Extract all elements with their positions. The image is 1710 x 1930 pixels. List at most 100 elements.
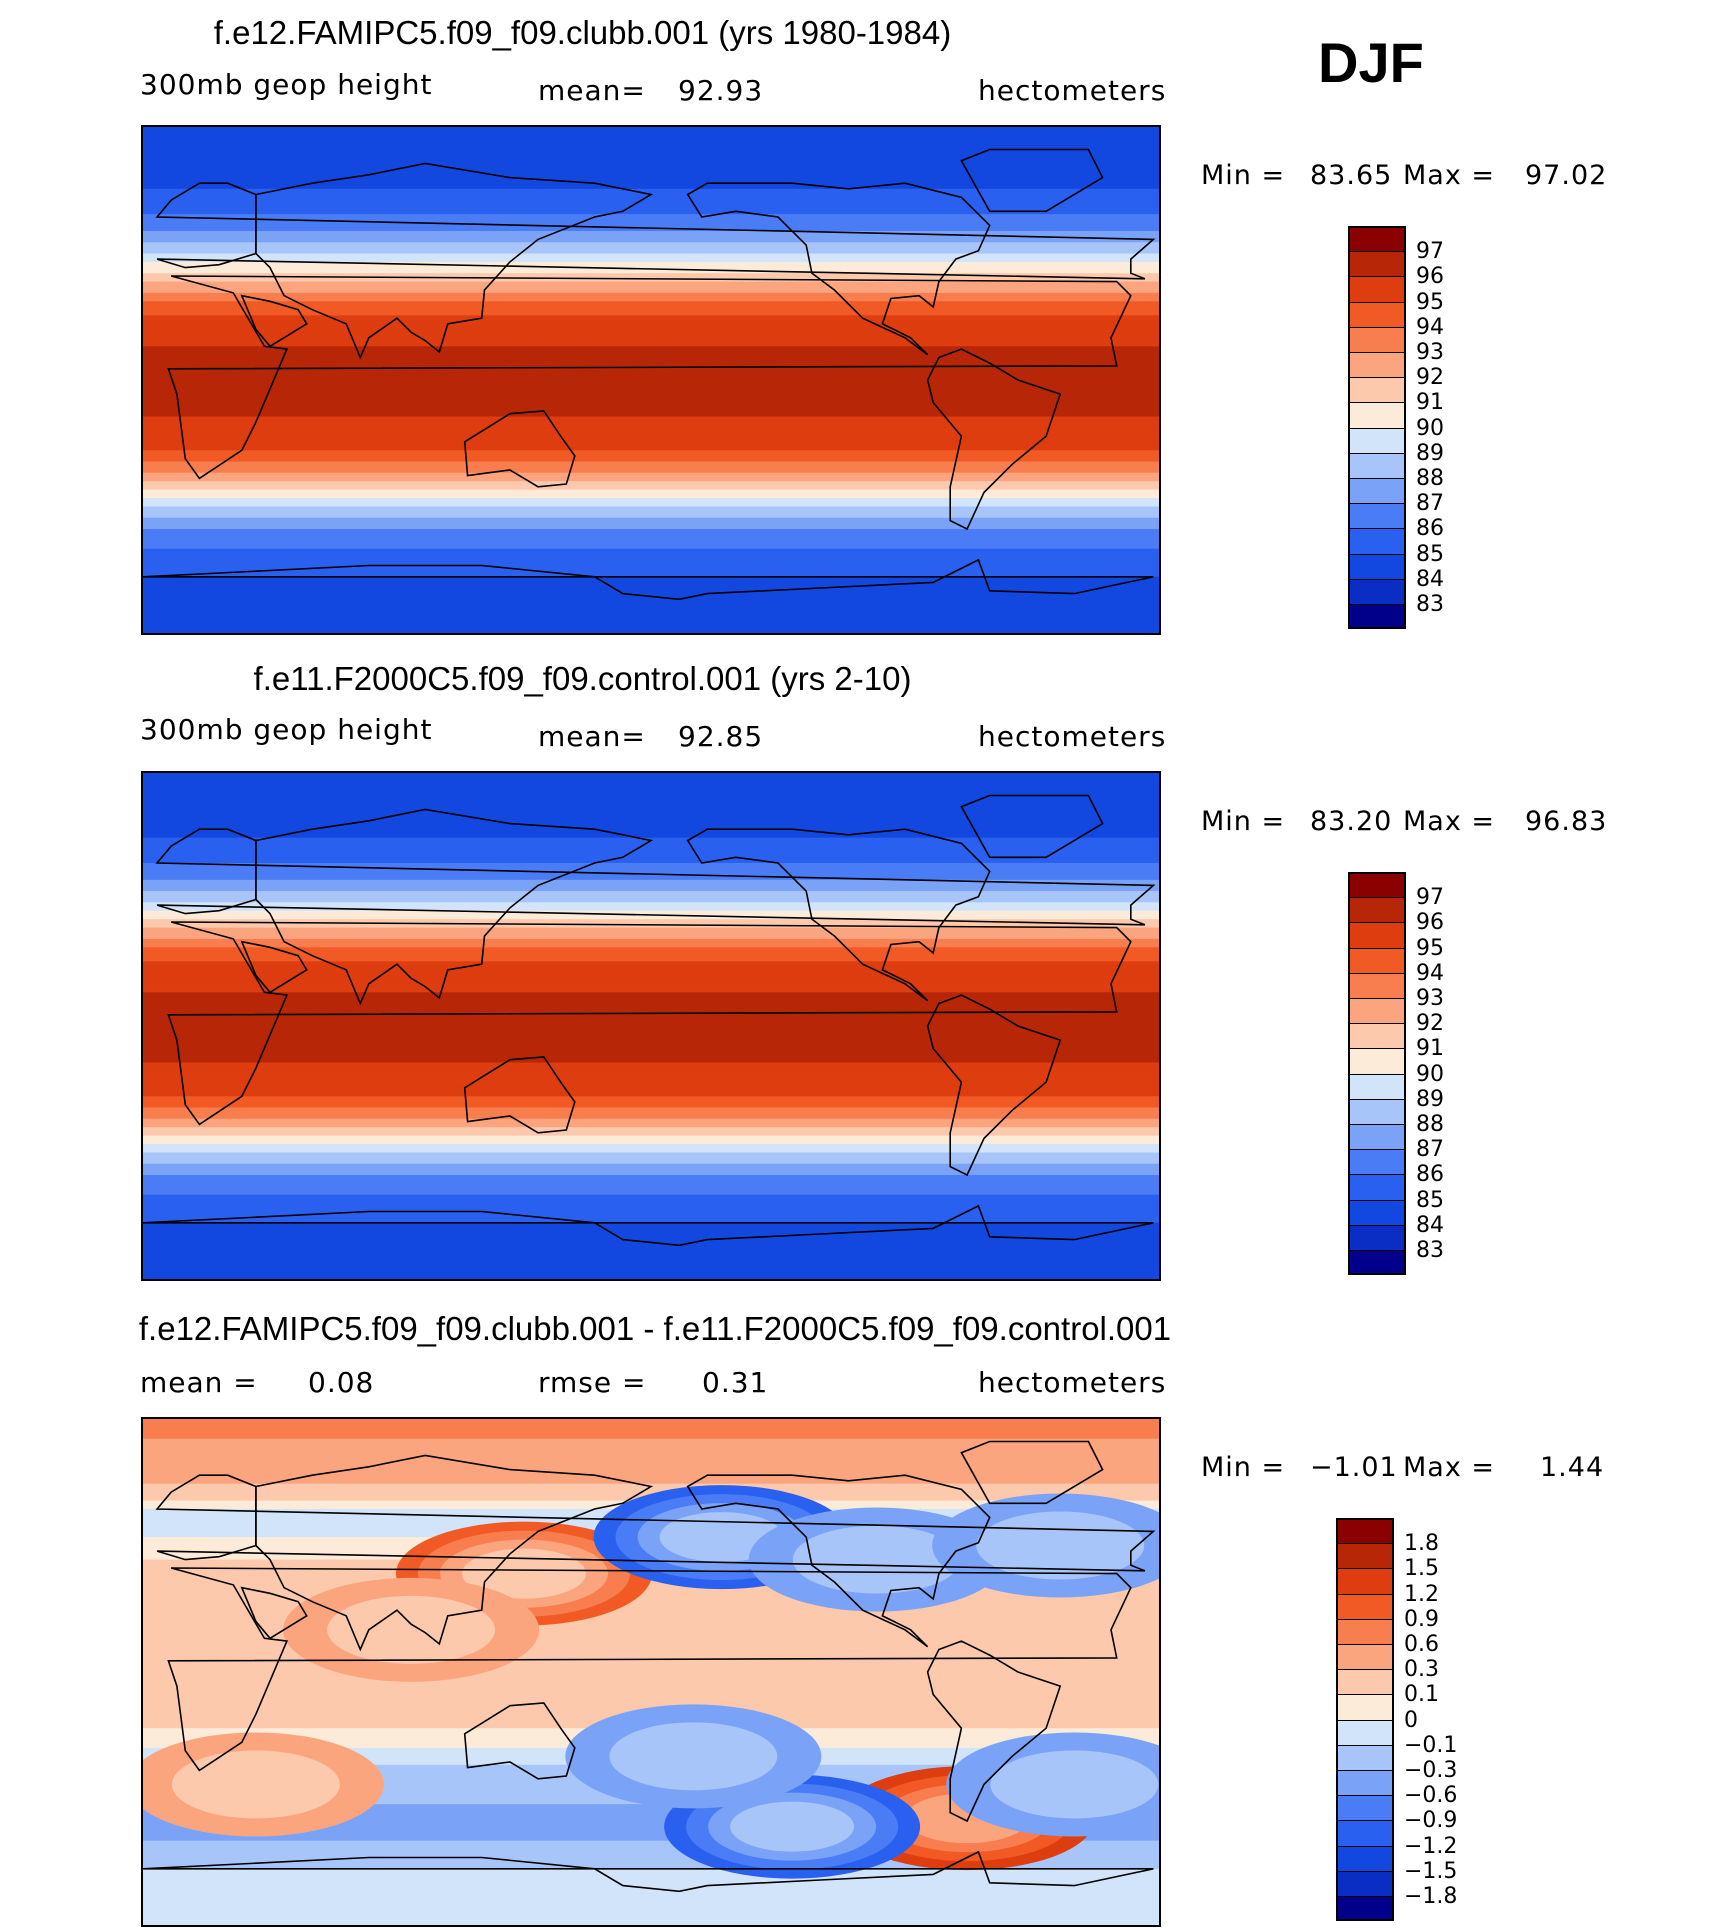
field-band [143,1259,1159,1263]
field-band [143,568,1159,572]
field-band [143,132,1159,137]
panel2-mean-label: mean= [538,720,646,753]
field-band [143,1427,1159,1432]
colorbar-tick-label: 97 [1416,885,1444,911]
field-band [143,1208,1159,1213]
field-band [143,588,1159,592]
field-band [143,599,1159,603]
field-band [143,1273,1159,1277]
field-band [143,458,1159,463]
field-band [143,1694,1159,1699]
field-band [143,216,1159,221]
field-band [143,430,1159,435]
field-band [143,444,1159,449]
field-band [143,1877,1159,1881]
field-band [143,1610,1159,1614]
field-band [143,1832,1159,1836]
field-band [143,1908,1159,1912]
field-band [143,354,1159,359]
field-band [143,1590,1159,1595]
field-band [143,1480,1159,1485]
field-band [143,958,1159,963]
field-band [143,453,1159,457]
field-band [143,1006,1159,1010]
anomaly-contour [349,1604,474,1655]
field-band [143,627,1159,631]
field-band [143,624,1159,629]
field-band [143,907,1159,912]
field-band [143,1219,1159,1224]
field-band [143,1463,1159,1468]
field-band [143,160,1159,165]
field-band [143,514,1159,519]
field-band [143,219,1159,224]
field-band [143,1652,1159,1656]
field-band [143,281,1159,286]
field-band [143,377,1159,381]
colorbar-swatch [1336,1795,1394,1821]
field-band [143,242,1159,246]
field-band [143,1236,1159,1241]
field-band [143,1475,1159,1479]
field-band [143,778,1159,783]
field-band [143,1172,1159,1176]
field-band [143,1880,1159,1884]
field-band [143,1871,1159,1876]
colorbar-tick-label: 87 [1416,491,1444,517]
field-band [143,422,1159,426]
field-band [143,1082,1159,1086]
continent-outline [167,921,1132,1126]
continent-outline [463,410,576,488]
field-band [143,1000,1159,1005]
field-band [143,961,1159,965]
field-band [143,371,1159,376]
field-band [143,1158,1159,1162]
field-band [143,200,1159,204]
field-band [143,315,1159,319]
field-band [143,1601,1159,1606]
colorbar-tick-label: 83 [1416,1238,1444,1263]
colorbar-swatch [1348,1199,1406,1225]
field-band [143,135,1159,140]
field-band [143,543,1159,547]
field-band [143,607,1159,612]
field-band [143,944,1159,949]
colorbar-swatch [1348,922,1406,948]
field-band [143,1826,1159,1831]
field-band [143,1228,1159,1233]
field-band [143,295,1159,300]
field-band [143,517,1159,522]
field-band [143,1891,1159,1895]
field-band [143,829,1159,833]
field-band [143,186,1159,190]
field-band [143,399,1159,404]
field-band [143,1584,1159,1589]
field-band [143,933,1159,937]
field-band [143,1674,1159,1679]
field-band [143,495,1159,499]
field-band [143,981,1159,985]
colorbar-swatch [1348,1174,1406,1200]
field-band [143,1155,1159,1159]
field-band [143,1239,1159,1244]
colorbar-tick-label: 85 [1416,1187,1444,1213]
field-band [143,1612,1159,1617]
field-band [143,363,1159,367]
field-band [143,593,1159,598]
field-band [143,784,1159,788]
field-band [143,562,1159,567]
field-band [143,846,1159,850]
field-band [143,1026,1159,1030]
field-band [143,506,1159,511]
field-band [143,613,1159,617]
colorbar-swatch [1348,427,1406,453]
field-band [143,1621,1159,1626]
field-band [143,1197,1159,1202]
field-band [143,1045,1159,1050]
field-band [143,616,1159,620]
field-band [143,351,1159,356]
field-band [143,197,1159,201]
field-band [143,1854,1159,1859]
field-band [143,1424,1159,1429]
field-band [143,486,1159,491]
